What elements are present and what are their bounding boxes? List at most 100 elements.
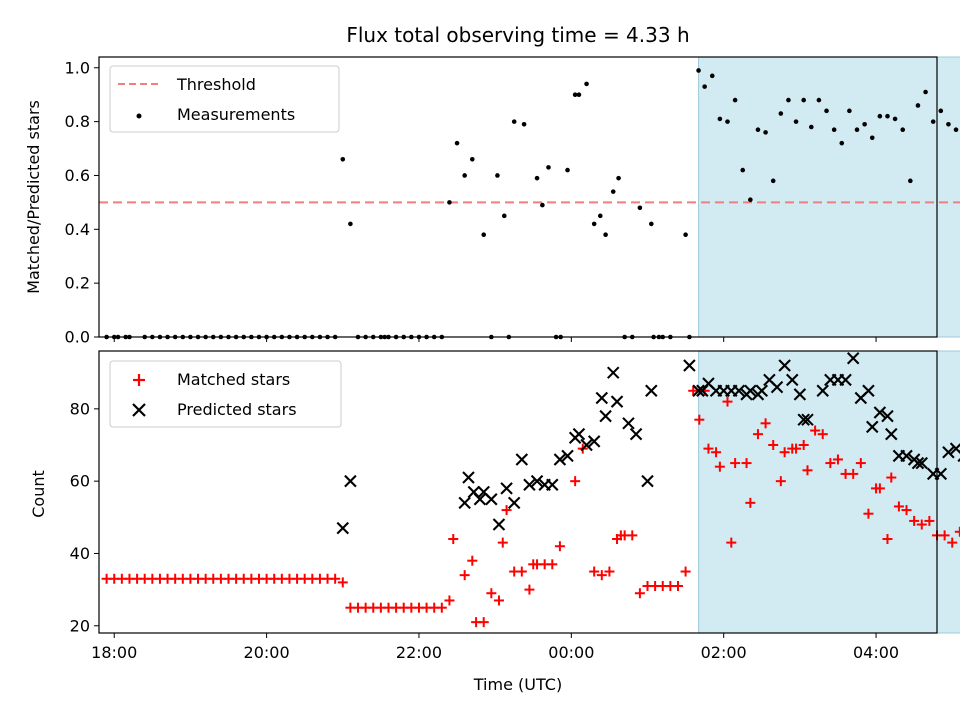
ratio-legend: Threshold Measurements (109, 65, 340, 133)
y-tick-label: 40 (70, 544, 90, 563)
measurements-point (793, 119, 799, 124)
measurements-point (755, 127, 761, 132)
matched-stars-point (524, 584, 535, 595)
matched-stars-point (570, 476, 581, 487)
measurements-point (649, 221, 654, 227)
matched-stars-point (547, 559, 558, 570)
predicted-stars-point (344, 474, 357, 488)
predicted-stars-point (599, 409, 612, 423)
matched-stars-point (337, 577, 348, 588)
predicted-stars-point (755, 384, 769, 398)
matched-stars-point (798, 440, 809, 450)
measurements-point (584, 81, 589, 87)
matched-stars-point (848, 468, 859, 479)
legend-measurements-label: Measurements (177, 105, 295, 124)
y-tick-label: 0.4 (65, 220, 90, 239)
predicted-stars-point (770, 380, 784, 394)
legend-matched-swatch (133, 374, 145, 386)
measurements-point (576, 92, 582, 97)
matched-stars-point (791, 443, 802, 454)
matched-stars-point (703, 443, 714, 454)
predicted-stars-point (336, 521, 350, 535)
matched-stars-point (817, 429, 828, 440)
counts-legend-box (109, 360, 342, 428)
measurements-point (572, 92, 578, 97)
counts-legend: Matched stars Predicted stars (109, 360, 342, 428)
chart-title: Flux total observing time = 4.33 h (346, 23, 689, 47)
matched-stars-point (516, 566, 527, 577)
predicted-stars-point (683, 359, 696, 372)
matched-stars-point (330, 573, 341, 584)
matched-stars-point (604, 566, 615, 577)
matched-stars-point (722, 396, 733, 407)
predicted-stars-point (744, 384, 757, 398)
matched-stars-point (486, 588, 497, 599)
predicted-stars-point (492, 518, 506, 531)
predicted-stars-point (911, 456, 925, 470)
measurements-point (946, 122, 951, 127)
x-tick-label: 00:00 (548, 643, 594, 662)
measurements-point (546, 165, 551, 170)
measurements-point (908, 178, 913, 184)
y-tick-label: 0.8 (65, 112, 90, 131)
matched-stars-point (886, 472, 897, 483)
predicted-stars-point (846, 351, 860, 365)
predicted-stars-point (942, 445, 955, 459)
predicted-stars-point (580, 438, 593, 452)
measurements-point (501, 213, 507, 219)
measurements-point (900, 127, 906, 132)
matched-stars-point (444, 595, 455, 606)
measurements-point (862, 122, 867, 127)
matched-stars-point (497, 537, 508, 548)
predicted-stars-point (786, 373, 799, 387)
counts-panel-frame (98, 350, 938, 634)
predicted-stars-point (866, 420, 879, 434)
matched-stars-point (493, 595, 504, 606)
matched-stars-point (726, 537, 737, 548)
measurements-point (725, 119, 730, 124)
legend-matched-label: Matched stars (177, 370, 290, 389)
measurements-point (696, 68, 701, 73)
measurements-point (521, 122, 527, 127)
predicted-stars-point (641, 474, 654, 488)
measurements-point (709, 73, 715, 79)
matched-stars-point (863, 508, 874, 519)
measurements-point (854, 127, 860, 132)
matched-stars-point (711, 447, 722, 458)
measurements-point (732, 97, 738, 103)
measurements-point (462, 173, 467, 178)
matched-stars-point (855, 458, 866, 469)
y-tick-label: 20 (70, 616, 90, 635)
predicted-stars-point (629, 427, 643, 441)
matched-stars-point (589, 566, 600, 577)
y-tick-label: 80 (70, 399, 90, 418)
y-tick-label: 1.0 (65, 58, 90, 77)
measurements-point (801, 97, 806, 103)
ratio-panel-ylabel: Matched/Predicted stars (24, 100, 43, 294)
matched-stars-point (554, 541, 565, 552)
measurements-point (565, 167, 570, 173)
matched-stars-point (832, 454, 843, 465)
y-tick-label: 0.0 (65, 328, 90, 347)
predicted-stars-point (797, 413, 810, 426)
measurements-point (869, 135, 875, 141)
legend-predicted-label: Predicted stars (177, 400, 297, 419)
matched-stars-point (730, 458, 741, 469)
matched-stars-point (947, 537, 958, 548)
predicted-stars-point (546, 478, 559, 492)
matched-stars-point (459, 570, 470, 581)
matched-stars-point (779, 447, 790, 458)
measurements-point (740, 167, 746, 173)
measurements-point (591, 221, 597, 227)
matched-stars-point (810, 425, 821, 436)
y-tick-label: 0.2 (65, 274, 90, 293)
matched-stars-point (802, 465, 813, 476)
observing-window-shade (698, 56, 960, 338)
x-tick-label: 22:00 (396, 643, 442, 662)
legend-threshold-label: Threshold (176, 75, 256, 94)
measurements-point (540, 202, 545, 208)
predicted-stars-point (595, 391, 609, 405)
matched-stars-point (893, 501, 904, 512)
